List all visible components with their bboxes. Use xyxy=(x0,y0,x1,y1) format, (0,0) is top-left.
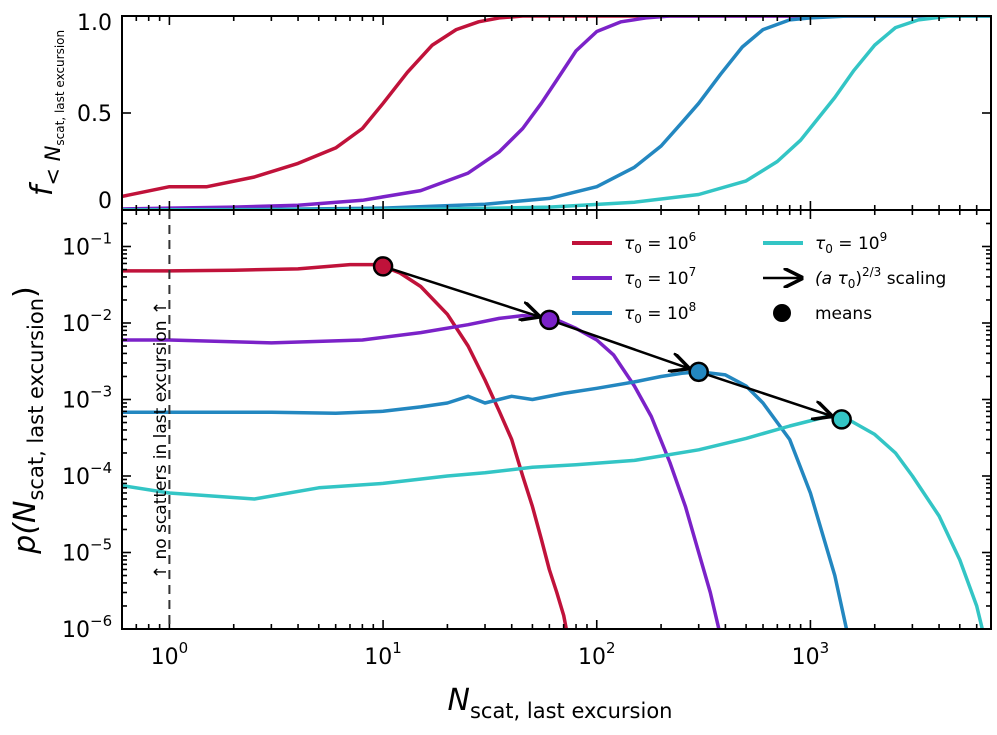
scaling-arrow-1 xyxy=(382,265,538,316)
top-panel-frame xyxy=(121,15,992,211)
top-series-group xyxy=(122,16,991,210)
bottom-panel-frame xyxy=(121,209,992,630)
y-tick-exp: −2 xyxy=(90,306,112,324)
x-tick-exp: 3 xyxy=(820,639,830,657)
top-series-0-10-8 xyxy=(122,16,991,210)
y-tick-label: 10−3 xyxy=(62,382,112,413)
top-y-tick-label: 0.5 xyxy=(77,102,112,127)
legend-entry-scaling: (a τ0)2/3 scaling xyxy=(763,265,946,291)
mean-marker-3 xyxy=(688,361,709,383)
legend-entry-tau9: τ0 = 109 xyxy=(763,230,887,256)
legend-marker-icon xyxy=(773,304,791,322)
x-tick-label: 103 xyxy=(792,639,830,670)
vline-annotation: ↑ no scatters in last excursion ↑ xyxy=(151,301,171,579)
legend-label-tau8: τ0 = 108 xyxy=(624,300,696,326)
top-y-tick-label: 1.0 xyxy=(77,11,112,36)
legend-label-means: means xyxy=(815,304,872,324)
y-tick-exp: −4 xyxy=(90,459,112,477)
x-tick-label: 102 xyxy=(578,639,616,670)
x-tick-label: 100 xyxy=(151,639,189,670)
y-tick-exp: −3 xyxy=(90,382,112,400)
y-tick-base: 10 xyxy=(62,541,90,566)
bottom-ylabel: p(Nscat, last excursion) xyxy=(8,286,48,554)
x-tick-base: 10 xyxy=(792,645,820,670)
y-tick-base: 10 xyxy=(62,312,90,337)
mean-marker-2 xyxy=(539,309,560,331)
y-tick-exp: −1 xyxy=(90,229,112,247)
bottom-series-0-10-7 xyxy=(122,313,721,629)
y-tick-base: 10 xyxy=(62,388,90,413)
mean-marker-4 xyxy=(831,409,852,430)
y-tick-exp: −5 xyxy=(90,535,112,553)
bottom-series-0-10-6 xyxy=(122,262,569,629)
top-panel: 0 0.5 1.0 f< Nscat, last excursion xyxy=(25,11,992,214)
y-tick-base: 10 xyxy=(62,235,90,260)
bottom-series-0-10-8 xyxy=(122,370,849,629)
scaling-arrow-2 xyxy=(548,318,687,368)
x-tick-base: 10 xyxy=(578,645,606,670)
legend-entry-tau6: τ0 = 106 xyxy=(572,230,696,256)
legend-label-tau9: τ0 = 109 xyxy=(815,230,887,256)
y-tick-label: 10−1 xyxy=(62,229,112,260)
bottom-xlabel: Nscat, last excursion xyxy=(448,683,673,723)
y-tick-base: 10 xyxy=(62,618,90,643)
scaling-arrows xyxy=(382,265,831,416)
top-ylabel: f< Nscat, last excursion xyxy=(25,30,67,196)
top-series-0-10-7 xyxy=(122,16,991,210)
legend-entry-means: means xyxy=(773,304,872,324)
x-tick-base: 10 xyxy=(364,645,392,670)
legend-entry-tau7: τ0 = 107 xyxy=(572,265,696,291)
legend-entry-tau8: τ0 = 108 xyxy=(572,300,696,326)
scaling-arrow-3 xyxy=(698,370,831,416)
top-y-tick-label: 0 xyxy=(98,189,112,214)
x-tick-exp: 1 xyxy=(392,639,402,657)
x-tick-exp: 0 xyxy=(179,639,189,657)
bottom-series-group xyxy=(122,262,985,629)
bottom-series-0-10-9 xyxy=(122,414,985,629)
y-tick-label: 10−4 xyxy=(62,459,112,490)
y-tick-label: 10−6 xyxy=(62,612,112,643)
top-series-0-10-9 xyxy=(122,16,991,210)
legend: τ0 = 106 τ0 = 107 τ0 = 108 τ0 = 109 (a τ… xyxy=(572,230,946,326)
legend-label-tau7: τ0 = 107 xyxy=(624,265,696,291)
legend-label-scaling: (a τ0)2/3 scaling xyxy=(815,265,946,291)
x-tick-label: 101 xyxy=(364,639,402,670)
x-tick-exp: 2 xyxy=(606,639,616,657)
x-tick-base: 10 xyxy=(151,645,179,670)
y-tick-label: 10−5 xyxy=(62,535,112,566)
legend-label-tau6: τ0 = 106 xyxy=(624,230,696,256)
means-markers xyxy=(372,256,852,430)
y-tick-label: 10−2 xyxy=(62,306,112,337)
y-tick-exp: −6 xyxy=(90,612,112,630)
mean-marker-1 xyxy=(372,256,394,277)
top-series-0-10-6 xyxy=(122,16,991,199)
y-tick-base: 10 xyxy=(62,465,90,490)
